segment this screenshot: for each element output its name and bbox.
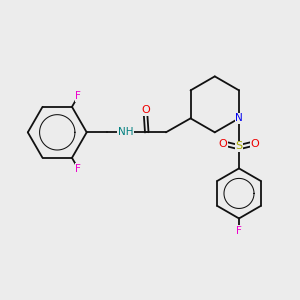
Text: O: O <box>251 139 260 149</box>
Text: F: F <box>75 164 81 173</box>
Text: NH: NH <box>118 127 133 137</box>
Text: N: N <box>235 113 243 123</box>
Text: S: S <box>236 141 243 151</box>
Text: F: F <box>236 226 242 236</box>
Text: F: F <box>75 91 81 101</box>
Text: O: O <box>141 105 150 115</box>
Text: O: O <box>218 139 227 149</box>
